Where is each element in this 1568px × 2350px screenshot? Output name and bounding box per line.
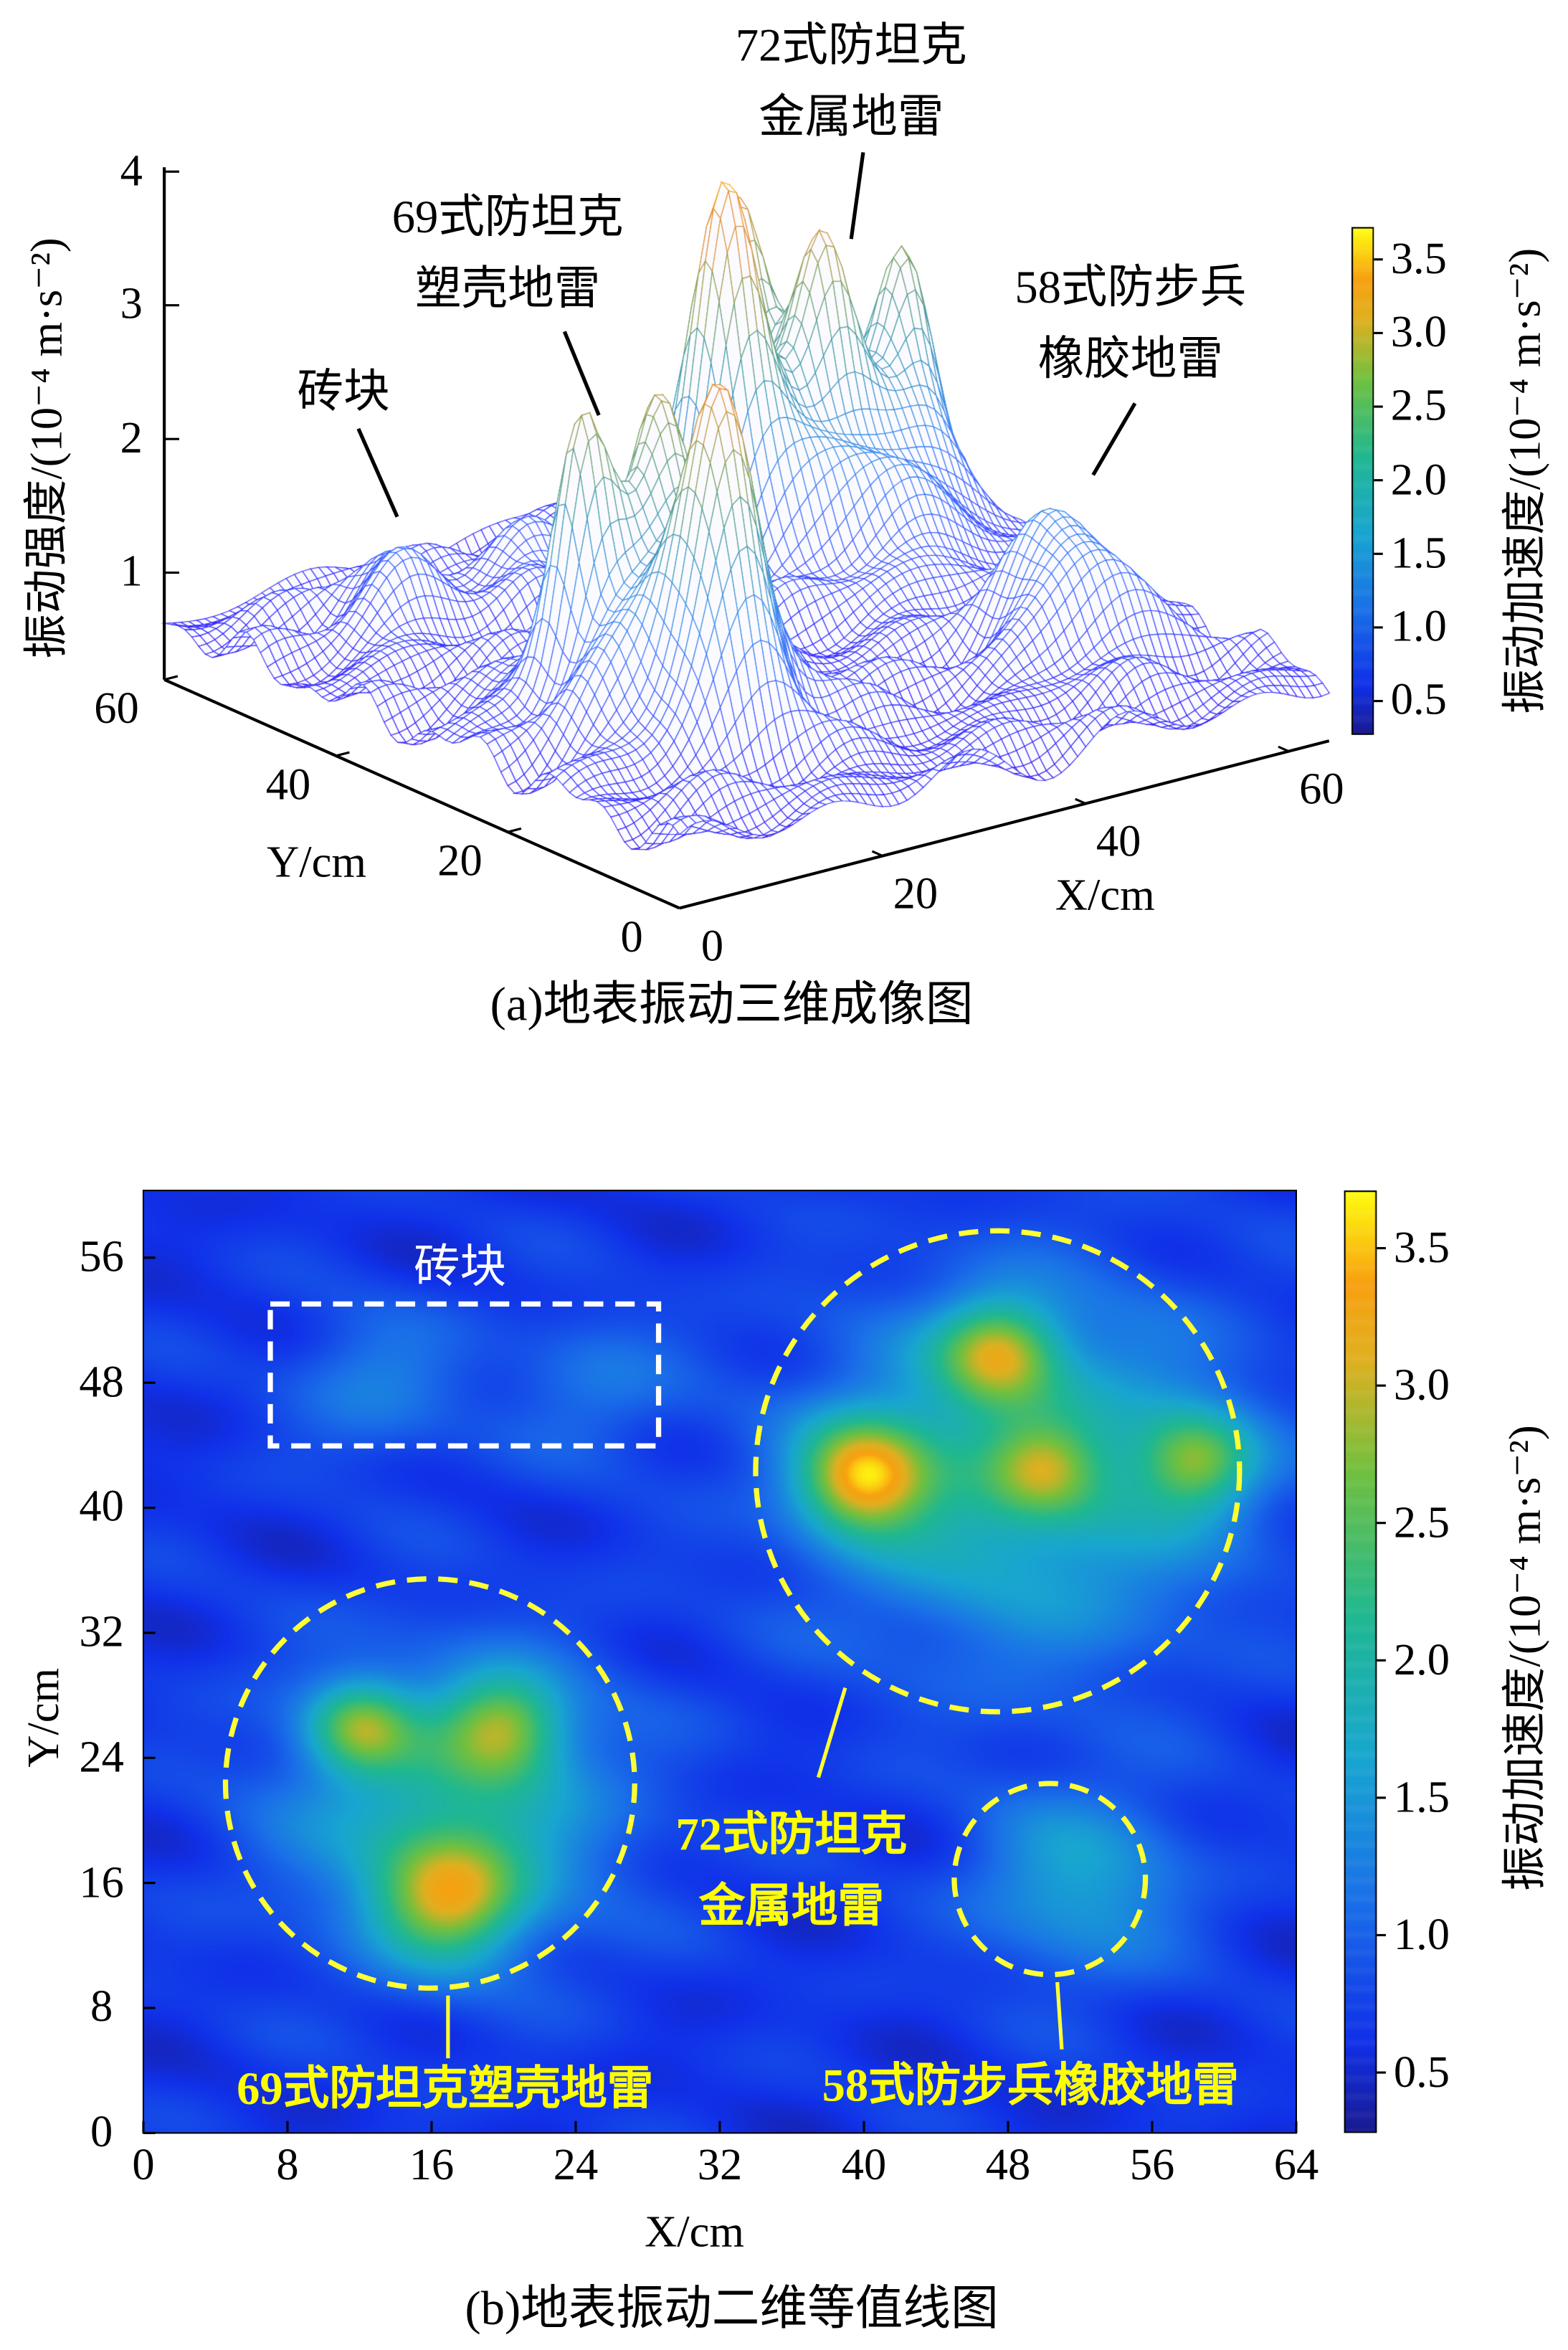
annotation-mine-58-line1: 58式防步兵: [1015, 260, 1247, 313]
annotation-brick: 砖块: [297, 365, 390, 418]
y-tick-mark: [163, 675, 179, 681]
mine-58-circle: [951, 1781, 1149, 1978]
colorbar-tick-label: 3.5: [1393, 1223, 1450, 1272]
y-tick-label: 0: [90, 2107, 113, 2157]
surface-axes: [163, 152, 1383, 910]
annotation-mine-58: 58式防步兵橡胶地雷: [822, 2059, 1239, 2112]
colorbar-tick-label: 1.5: [1393, 1772, 1450, 1822]
x-tick-label: 48: [985, 2140, 1031, 2190]
y-tick-label: 60: [94, 683, 139, 734]
annotation-mine-72-line1: 72式防坦克: [675, 1808, 908, 1861]
annotation-mine-58-line2: 橡胶地雷: [1037, 332, 1223, 385]
x-axis-label: X/cm: [1055, 871, 1155, 921]
colorbar-tick-label: 3.0: [1393, 1360, 1450, 1410]
y-tick-label: 48: [79, 1357, 124, 1407]
x-axis: [679, 739, 1330, 910]
caption-a: (a)地表振动三维成像图: [490, 977, 974, 1031]
leader-line-mine-58: [1055, 1981, 1064, 2050]
x-tick-label: 56: [1129, 2140, 1175, 2190]
colorbar-tick-label: 0.5: [1390, 676, 1447, 725]
x-tick-label: 8: [276, 2140, 299, 2190]
mine-69-circle: [222, 1576, 637, 1991]
annotation-brick: 砖块: [413, 1240, 507, 1293]
annotation-mine-69: 69式防坦克塑壳地雷: [237, 2062, 654, 2115]
heatmap: [143, 1190, 1296, 2133]
colorbar-tick-label: 3.0: [1390, 307, 1447, 357]
x-tick-mark: [871, 850, 883, 857]
x-tick-label: 40: [841, 2140, 887, 2190]
colorbar-tick-label: 3.5: [1390, 234, 1447, 284]
x-tick-label: 20: [893, 869, 939, 919]
y-tick-label: 24: [79, 1732, 124, 1782]
z-tick-label: 2: [120, 413, 143, 463]
x-tick-label: 16: [409, 2140, 455, 2190]
x-tick-label: 0: [700, 921, 724, 971]
annotation-mine-72-line2: 金属地雷: [698, 1880, 885, 1933]
z-tick-label: 3: [120, 280, 143, 330]
y-axis: [163, 678, 680, 910]
y-axis-label: Y/cm: [19, 1667, 69, 1768]
y-tick-label: 8: [90, 1982, 113, 2032]
y-tick-label: 40: [265, 760, 311, 810]
leader-line-mine-69: [562, 331, 601, 417]
colorbar-tick-label: 2.5: [1393, 1497, 1450, 1548]
colorbar: [1351, 227, 1374, 735]
annotation-mine-69-line2: 塑壳地雷: [415, 262, 601, 315]
caption-b: (b)地表振动二维等值线图: [465, 2280, 999, 2335]
x-tick-mark: [1075, 797, 1086, 805]
brick-region-box: [267, 1301, 662, 1449]
annotation-mine-72-line1: 72式防坦克: [735, 19, 967, 71]
x-tick-label: 24: [553, 2140, 599, 2190]
y-tick-label: 40: [79, 1482, 124, 1532]
y-tick-label: 56: [79, 1232, 124, 1282]
y-tick-label: 20: [437, 836, 483, 886]
x-tick-label: 64: [1273, 2140, 1319, 2190]
x-tick-label: 32: [697, 2140, 743, 2190]
colorbar-tick-label: 2.5: [1390, 381, 1447, 431]
y-tick-mark: [679, 904, 693, 909]
colorbar-tick-label: 2.0: [1390, 455, 1447, 504]
z-tick-label: 1: [120, 547, 143, 597]
colorbar-tick-label: 1.0: [1393, 1910, 1450, 1959]
leader-line-brick: [356, 427, 399, 518]
z-tick-label: 4: [120, 146, 143, 196]
colorbar-label: 振动加速度/(10⁻⁴ m·s⁻²): [1501, 1425, 1551, 1891]
annotation-mine-72-line2: 金属地雷: [759, 90, 944, 143]
x-tick-label: 0: [132, 2140, 155, 2190]
y-tick-label: 32: [79, 1607, 124, 1657]
annotation-mine-69-line1: 69式防坦克: [391, 190, 624, 243]
y-tick-mark: [336, 751, 350, 757]
leader-line-mine-72: [849, 152, 865, 240]
x-tick-mark: [668, 902, 680, 909]
x-tick-label: 60: [1299, 764, 1344, 815]
leader-line-mine-58: [1091, 402, 1137, 476]
colorbar: [1344, 1190, 1377, 2133]
x-tick-label: 40: [1096, 817, 1141, 867]
x-tick-mark: [1278, 745, 1290, 753]
y-tick-mark: [507, 827, 522, 833]
colorbar-tick-label: 0.5: [1393, 2047, 1450, 2097]
colorbar-tick-label: 1.5: [1390, 528, 1447, 578]
y-axis-label: Y/cm: [267, 838, 366, 888]
leader-line-mine-72: [816, 1687, 847, 1778]
plot-frame: [142, 1190, 1297, 2134]
y-tick-label: 16: [79, 1857, 124, 1907]
colorbar-tick-label: 1.0: [1390, 602, 1447, 652]
mine-72-circle: [753, 1228, 1242, 1715]
surface-3d-mesh: [0, 0, 1568, 1046]
y-tick-label: 0: [620, 912, 643, 962]
x-axis-label: X/cm: [645, 2207, 744, 2257]
colorbar-tick-label: 2.0: [1393, 1634, 1450, 1685]
